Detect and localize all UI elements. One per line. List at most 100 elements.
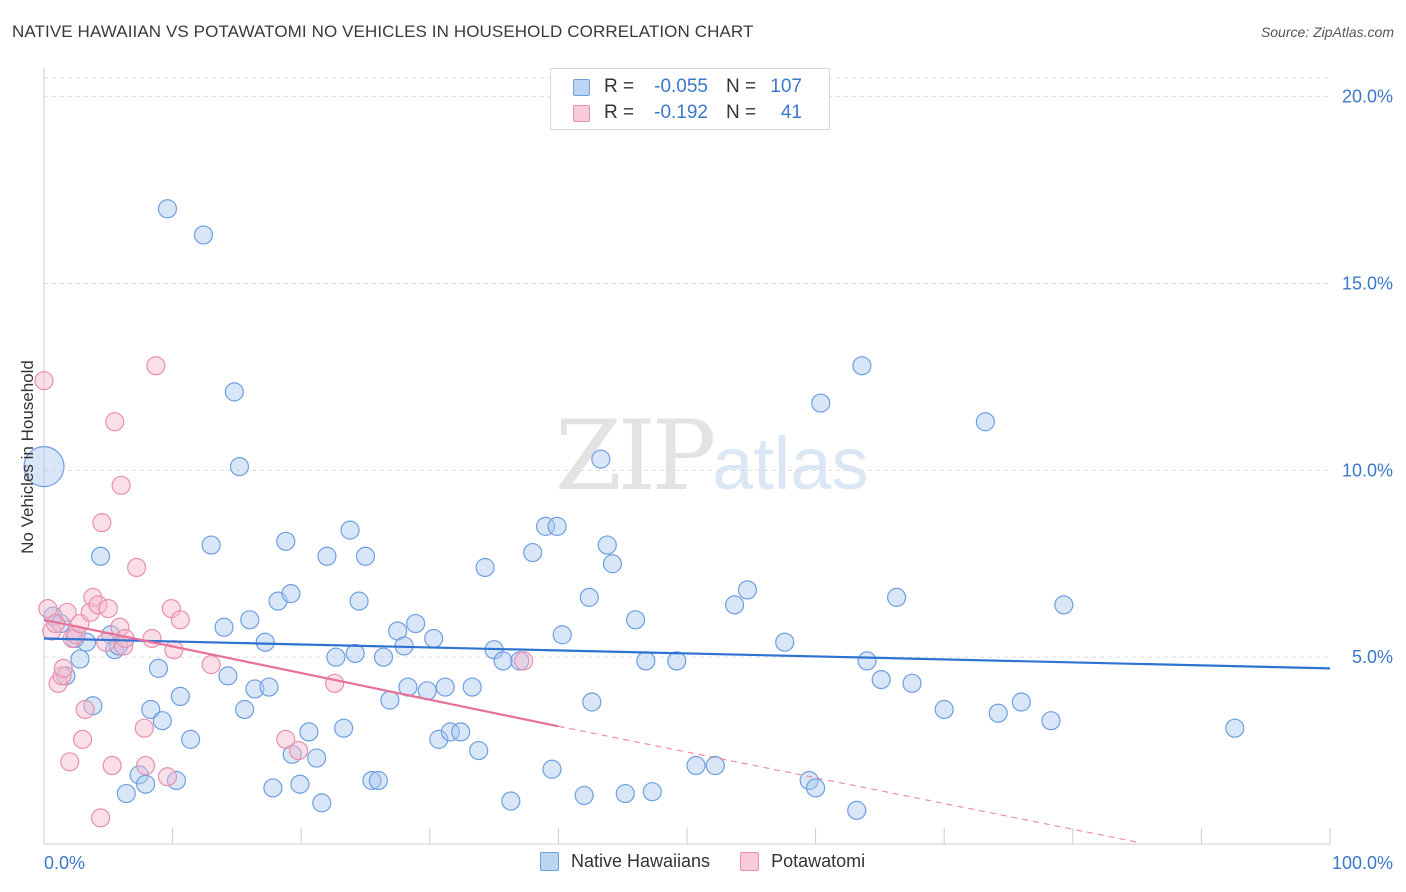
legend-r-label: R = bbox=[604, 76, 635, 97]
native-hawaiians-point bbox=[462, 677, 482, 697]
potawatomi-trend-line bbox=[43, 618, 559, 728]
native-hawaiians-point bbox=[597, 535, 617, 555]
potawatomi-point bbox=[38, 598, 58, 619]
legend-row-potawatomi: R = -0.192 N = 41 bbox=[573, 101, 802, 125]
native-hawaiians-point bbox=[245, 679, 265, 699]
native-hawaiians-point bbox=[290, 774, 310, 794]
potawatomi-point bbox=[134, 718, 154, 738]
series-label: Potawatomi bbox=[771, 851, 866, 871]
series-legend-native-hawaiians[interactable]: Native Hawaiians bbox=[540, 851, 710, 872]
potawatomi-point bbox=[135, 755, 156, 776]
native-hawaiians-point bbox=[148, 658, 169, 678]
potawatomi-point bbox=[142, 628, 162, 649]
native-hawaiians-point bbox=[152, 711, 172, 731]
potawatomi-point bbox=[53, 658, 73, 678]
native-hawaiians-point bbox=[435, 677, 455, 697]
native-hawaiians-point bbox=[70, 649, 90, 669]
y-tick-label: 15.0% bbox=[1342, 274, 1393, 294]
native-hawaiians-point bbox=[281, 584, 301, 604]
native-hawaiians-point bbox=[406, 613, 426, 634]
native-hawaiians-point bbox=[129, 765, 149, 785]
series-legend-potawatomi[interactable]: Potawatomi bbox=[740, 851, 865, 872]
watermark: ZIPatlas bbox=[555, 400, 869, 512]
native-hawaiians-point bbox=[259, 677, 279, 697]
potawatomi-point bbox=[126, 557, 147, 578]
y-tick-label: 20.0% bbox=[1342, 87, 1393, 107]
native-hawaiians-point bbox=[799, 770, 819, 791]
axes bbox=[43, 68, 1331, 845]
native-hawaiians-point bbox=[193, 225, 214, 245]
native-hawaiians-point bbox=[615, 783, 635, 804]
native-hawaiians-point bbox=[975, 412, 995, 432]
potawatomi-point bbox=[276, 729, 296, 749]
native-hawaiians-point bbox=[355, 546, 376, 566]
native-hawaiians-point bbox=[181, 729, 201, 749]
native-hawaiians-point bbox=[887, 587, 907, 607]
potawatomi-point bbox=[92, 513, 112, 533]
legend-n-label: N = bbox=[726, 102, 757, 123]
gridlines bbox=[44, 77, 1330, 658]
native-hawaiians-point bbox=[642, 782, 662, 802]
native-hawaiians-point bbox=[76, 632, 97, 652]
native-hawaiians-point bbox=[625, 610, 646, 630]
potawatomi-point bbox=[60, 752, 80, 772]
potawatomi-point bbox=[514, 651, 534, 671]
native-hawaiians-point bbox=[542, 759, 562, 779]
potawatomi-point bbox=[52, 666, 72, 686]
chart-title: NATIVE HAWAIIAN VS POTAWATOMI NO VEHICLE… bbox=[12, 22, 754, 41]
correlation-legend: R = -0.055 N = 107 R = -0.192 N = 41 bbox=[550, 68, 830, 130]
native-hawaiians-point bbox=[90, 546, 111, 566]
native-hawaiians-point bbox=[547, 516, 567, 536]
potawatomi-point bbox=[96, 632, 116, 652]
native-hawaiians-point bbox=[493, 651, 513, 671]
native-hawaiians-point bbox=[871, 669, 891, 690]
native-hawaiians-point bbox=[636, 651, 656, 671]
native-hawaiians-point bbox=[591, 449, 611, 469]
potawatomi-point bbox=[75, 699, 95, 720]
tick-labels: 5.0% 10.0% 15.0% 20.0% 0.0% 100.0% bbox=[44, 87, 1393, 873]
legend-n-value: 41 bbox=[780, 102, 802, 123]
native-hawaiians-point bbox=[373, 647, 394, 667]
potawatomi-point bbox=[289, 740, 309, 761]
native-hawaiians-point bbox=[988, 703, 1008, 723]
source-credit: Source: ZipAtlas.com bbox=[1260, 24, 1394, 40]
y-tick-label: 5.0% bbox=[1352, 647, 1393, 667]
native-hawaiians-point bbox=[775, 632, 795, 652]
potawatomi-point bbox=[146, 356, 166, 376]
series-label: Native Hawaiians bbox=[571, 851, 711, 871]
potawatomi-point bbox=[72, 729, 93, 749]
native-hawaiians-point bbox=[255, 632, 275, 652]
potawatomi-point bbox=[164, 640, 184, 660]
native-hawaiians-trend-line bbox=[43, 637, 1331, 670]
native-hawaiians-point bbox=[224, 382, 244, 402]
potawatomi-point bbox=[102, 755, 122, 776]
native-hawaiians-point bbox=[345, 643, 365, 664]
native-hawaiians-point bbox=[667, 651, 687, 671]
series-swatch-potawatomi bbox=[740, 852, 760, 871]
potawatomi-point bbox=[105, 412, 125, 432]
potawatomi-point bbox=[170, 610, 190, 630]
series-legend: Native Hawaiians Potawatomi bbox=[540, 851, 895, 872]
potawatomi-point bbox=[111, 475, 131, 495]
native-hawaiians-point bbox=[157, 199, 178, 219]
native-hawaiians-point bbox=[1054, 595, 1074, 615]
native-hawaiians-point bbox=[214, 617, 234, 637]
legend-r-value: -0.055 bbox=[654, 76, 708, 97]
native-hawaiians-point bbox=[705, 755, 725, 776]
potawatomi-trend-extension bbox=[558, 725, 1138, 843]
native-hawaiians-point bbox=[116, 783, 136, 804]
native-hawaiians-point bbox=[574, 785, 594, 806]
series-swatch-native-hawaiians bbox=[540, 852, 559, 871]
native-hawaiians-point bbox=[857, 651, 877, 671]
legend-swatch-potawatomi bbox=[573, 104, 590, 122]
native-hawaiians-point bbox=[424, 628, 444, 649]
y-tick-label: 10.0% bbox=[1342, 460, 1393, 480]
potawatomi-point bbox=[201, 655, 221, 675]
native-hawaiians-point bbox=[23, 446, 65, 488]
native-hawaiians-point bbox=[368, 770, 388, 791]
native-hawaiians-point bbox=[312, 793, 332, 813]
potawatomi-point bbox=[90, 808, 111, 828]
native-hawaiians-point bbox=[218, 666, 238, 686]
native-hawaiians-point bbox=[326, 647, 346, 667]
